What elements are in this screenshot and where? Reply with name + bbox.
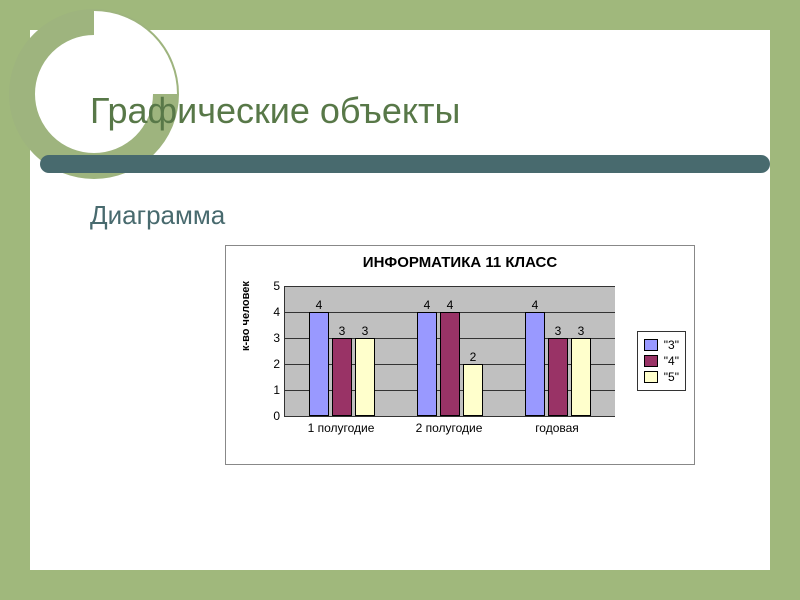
chart-category-label: 1 полугодие <box>308 421 375 435</box>
chart-bar-label: 4 <box>424 298 431 312</box>
chart-ytick-label: 3 <box>266 331 280 345</box>
slide: Графические объекты Диаграмма ИНФОРМАТИК… <box>0 0 800 600</box>
chart-bar <box>463 364 483 416</box>
legend-label: "3" <box>664 338 679 352</box>
chart-ytick-label: 2 <box>266 357 280 371</box>
chart-bar-label: 2 <box>470 350 477 364</box>
legend-label: "5" <box>664 370 679 384</box>
legend-label: "4" <box>664 354 679 368</box>
legend-swatch <box>644 339 658 351</box>
slide-page: Графические объекты Диаграмма ИНФОРМАТИК… <box>30 30 770 570</box>
chart-ytick-label: 0 <box>266 409 280 423</box>
chart-legend: "3" "4" "5" <box>637 331 686 391</box>
chart-bar <box>332 338 352 416</box>
chart-bar <box>309 312 329 416</box>
legend-item: "4" <box>644 354 679 368</box>
chart-title: ИНФОРМАТИКА 11 КЛАСС <box>226 254 694 271</box>
chart-category-label: 2 полугодие <box>416 421 483 435</box>
chart-bar <box>417 312 437 416</box>
chart-plot-area: 4 3 3 4 4 2 4 3 3 <box>284 286 615 417</box>
chart-gridline <box>285 286 615 287</box>
legend-swatch <box>644 371 658 383</box>
chart-bar <box>355 338 375 416</box>
chart-bar-label: 3 <box>578 324 585 338</box>
chart-category-label: годовая <box>535 421 579 435</box>
chart-bar-label: 3 <box>339 324 346 338</box>
chart-bar <box>548 338 568 416</box>
page-title: Графические объекты <box>90 90 460 132</box>
chart-bar <box>440 312 460 416</box>
chart-bar <box>525 312 545 416</box>
chart-ytick-label: 5 <box>266 279 280 293</box>
chart-ytick-label: 1 <box>266 383 280 397</box>
page-subtitle: Диаграмма <box>90 200 225 231</box>
chart-ylabel: к-во человек <box>240 281 252 351</box>
chart-bar-label: 3 <box>555 324 562 338</box>
legend-item: "5" <box>644 370 679 384</box>
deco-arc <box>94 32 156 94</box>
chart-bar-label: 4 <box>447 298 454 312</box>
legend-swatch <box>644 355 658 367</box>
chart-bar <box>571 338 591 416</box>
chart-container: ИНФОРМАТИКА 11 КЛАСС к-во человек 4 3 3 4 4 2… <box>225 245 695 465</box>
chart-bar-label: 3 <box>362 324 369 338</box>
legend-item: "3" <box>644 338 679 352</box>
chart-bar-label: 4 <box>532 298 539 312</box>
chart-bar-label: 4 <box>316 298 323 312</box>
title-rule <box>40 155 770 173</box>
chart-ytick-label: 4 <box>266 305 280 319</box>
